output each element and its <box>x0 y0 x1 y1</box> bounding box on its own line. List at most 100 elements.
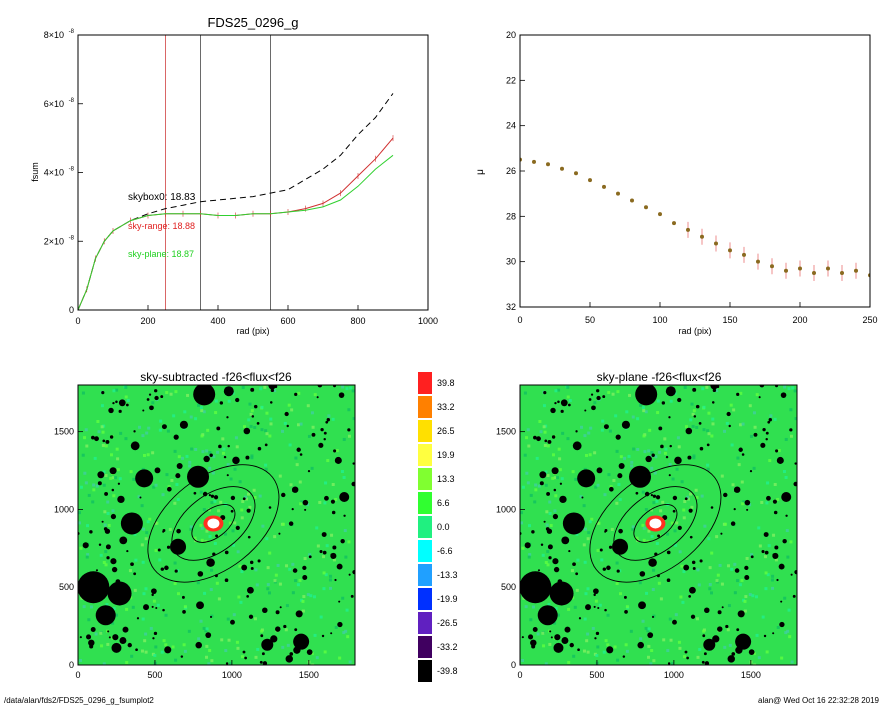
y-tick-label: 1000 <box>496 504 516 514</box>
masked-star <box>250 387 255 392</box>
masked-star <box>560 409 564 413</box>
masked-star-large <box>537 605 558 626</box>
image-noise <box>557 447 561 451</box>
image-noise <box>154 645 158 649</box>
image-noise <box>248 505 252 509</box>
image-noise <box>137 495 141 499</box>
image-noise <box>584 527 588 531</box>
image-noise <box>733 562 737 566</box>
image-noise <box>189 525 193 529</box>
masked-star <box>549 630 552 633</box>
masked-star <box>568 549 571 553</box>
image-noise <box>614 414 618 418</box>
image-noise <box>765 501 769 505</box>
image-noise <box>202 508 206 512</box>
colorbar-swatch <box>418 444 432 466</box>
image-noise <box>334 497 338 501</box>
image-noise <box>215 581 219 585</box>
masked-star <box>674 456 682 465</box>
image-noise <box>250 454 254 458</box>
masked-star <box>780 600 783 603</box>
masked-star <box>98 543 102 547</box>
image-noise <box>221 451 225 455</box>
masked-star <box>308 555 312 559</box>
image-noise <box>675 467 679 471</box>
image-noise <box>571 470 575 474</box>
image-noise <box>595 653 599 657</box>
masked-star <box>135 648 138 652</box>
image-noise <box>260 405 264 409</box>
image-noise <box>226 617 230 621</box>
image-noise <box>173 449 177 453</box>
masked-star <box>206 558 215 567</box>
image-noise <box>566 395 570 399</box>
image-noise <box>541 631 545 635</box>
image-noise <box>609 485 613 489</box>
y-tick-exponent: -8 <box>69 98 75 104</box>
image-noise <box>525 471 529 475</box>
masked-star-large <box>781 492 792 502</box>
image-noise <box>285 564 289 568</box>
image-noise <box>615 561 619 565</box>
image-noise <box>576 558 580 562</box>
masked-star <box>208 493 211 497</box>
image-noise <box>144 632 148 636</box>
masked-star <box>792 594 796 598</box>
image-noise <box>630 460 634 464</box>
image-noise <box>743 609 747 613</box>
image-noise <box>711 417 715 421</box>
masked-star <box>553 488 557 492</box>
image-noise <box>647 627 651 631</box>
image-noise <box>176 498 180 502</box>
image-noise <box>664 447 668 451</box>
masked-star <box>235 525 240 531</box>
masked-star <box>270 388 275 393</box>
image-noise <box>239 600 243 604</box>
masked-star <box>733 508 736 511</box>
masked-star <box>686 656 689 660</box>
masked-star-large <box>78 571 110 604</box>
masked-star <box>557 400 560 404</box>
image-noise <box>790 660 794 664</box>
y-tick-label: 32 <box>506 302 516 312</box>
masked-star <box>202 491 208 497</box>
masked-star <box>667 662 671 665</box>
masked-star <box>118 399 126 407</box>
masked-star-large <box>562 512 585 535</box>
image-noise <box>789 540 793 544</box>
image-noise <box>154 483 158 487</box>
image-noise <box>343 529 347 533</box>
masked-star <box>182 610 186 614</box>
image-noise <box>702 428 706 432</box>
masked-star <box>711 401 715 404</box>
masked-star <box>350 594 354 598</box>
image-noise <box>309 594 313 598</box>
image-noise <box>322 571 326 575</box>
image-noise <box>697 583 701 587</box>
image-noise <box>645 591 649 595</box>
image-noise <box>133 588 137 592</box>
masked-star <box>648 558 657 567</box>
image-noise <box>193 536 197 540</box>
image-noise <box>655 499 659 503</box>
image-noise <box>551 453 555 457</box>
image-noise <box>767 544 771 548</box>
image-noise <box>93 456 97 460</box>
image-noise <box>771 574 775 578</box>
image-noise <box>235 640 239 644</box>
image-noise <box>584 453 588 457</box>
masked-star <box>162 530 165 533</box>
masked-star <box>289 652 294 656</box>
image-noise <box>711 422 715 426</box>
image-noise <box>733 591 737 595</box>
masked-star <box>750 555 754 559</box>
masked-star <box>593 605 596 608</box>
image-noise <box>737 463 741 467</box>
galaxy-core-center <box>207 518 220 529</box>
masked-star <box>109 467 117 475</box>
image-noise <box>757 526 761 530</box>
image-noise <box>151 401 155 405</box>
image-noise <box>706 429 710 433</box>
image-noise <box>612 478 616 482</box>
